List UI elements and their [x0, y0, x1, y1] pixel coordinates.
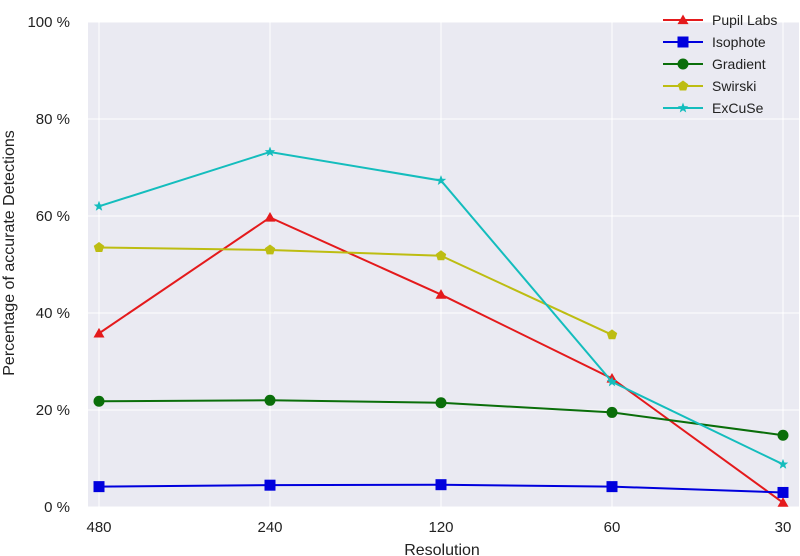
series-swirski: [93, 242, 618, 340]
data-point-pupil-labs: [264, 211, 276, 222]
legend-label: Isophote: [712, 34, 766, 50]
series-layer: [93, 146, 789, 507]
data-point-gradient: [93, 395, 105, 407]
data-point-isophote: [777, 486, 789, 498]
y-tick-label: 100 %: [27, 14, 70, 31]
data-point-isophote: [264, 479, 276, 491]
y-tick-label: 80 %: [36, 111, 70, 128]
x-tick-label: 30: [775, 519, 792, 536]
plot-area: [88, 22, 799, 507]
grid-lines: [88, 21, 799, 508]
x-tick-label: 240: [257, 519, 282, 536]
legend: Pupil Labs Isophote Gradient Swirski ExCuSe: [663, 12, 777, 116]
data-point-swirski: [435, 250, 447, 261]
legend-item-pupil-labs: Pupil Labs: [663, 12, 777, 28]
data-point-isophote: [435, 479, 447, 491]
data-point-gradient: [777, 429, 789, 441]
legend-label: ExCuSe: [712, 100, 764, 116]
data-point-excuse: [606, 376, 618, 387]
data-point-swirski: [264, 244, 276, 255]
series-gradient: [93, 394, 789, 441]
x-axis-label: Resolution: [404, 542, 480, 556]
data-point-excuse: [264, 146, 276, 157]
legend-marker: [677, 102, 689, 113]
x-tick-label: 120: [428, 519, 453, 536]
legend-label: Pupil Labs: [712, 12, 777, 28]
data-point-excuse: [435, 175, 447, 186]
legend-label: Gradient: [712, 56, 766, 72]
data-point-pupil-labs: [93, 327, 105, 338]
legend-item-isophote: Isophote: [663, 34, 766, 50]
data-point-gradient: [606, 406, 618, 418]
series-excuse: [93, 146, 789, 469]
y-tick-label: 20 %: [36, 402, 70, 419]
data-point-excuse: [777, 458, 789, 469]
data-point-gradient: [435, 397, 447, 409]
legend-marker: [677, 14, 689, 25]
y-tick-label: 0 %: [44, 499, 70, 516]
legend-label: Swirski: [712, 78, 756, 94]
data-point-pupil-labs: [435, 289, 447, 299]
data-point-swirski: [606, 329, 618, 340]
legend-marker: [677, 36, 689, 48]
legend-marker: [677, 58, 689, 70]
y-axis-ticks: 0 % 20 % 40 % 60 % 80 % 100 %: [27, 14, 70, 516]
y-tick-label: 40 %: [36, 305, 70, 322]
series-line-swirski: [98, 246, 613, 336]
x-tick-label: 480: [86, 519, 111, 536]
legend-marker: [677, 80, 689, 91]
y-tick-label: 60 %: [36, 208, 70, 225]
data-point-pupil-labs: [777, 497, 789, 507]
data-point-gradient: [264, 394, 276, 406]
y-axis-label: Percentage of accurate Detections: [1, 130, 18, 375]
legend-item-swirski: Swirski: [663, 78, 756, 94]
legend-item-gradient: Gradient: [663, 56, 766, 72]
x-axis-ticks: 480 240 120 60 30: [86, 519, 791, 536]
data-point-swirski: [93, 242, 105, 252]
data-point-isophote: [606, 481, 618, 493]
legend-item-excuse: ExCuSe: [663, 100, 764, 116]
series-isophote: [93, 479, 789, 498]
data-point-isophote: [93, 481, 105, 493]
data-point-excuse: [93, 200, 105, 211]
x-tick-label: 60: [604, 519, 621, 536]
